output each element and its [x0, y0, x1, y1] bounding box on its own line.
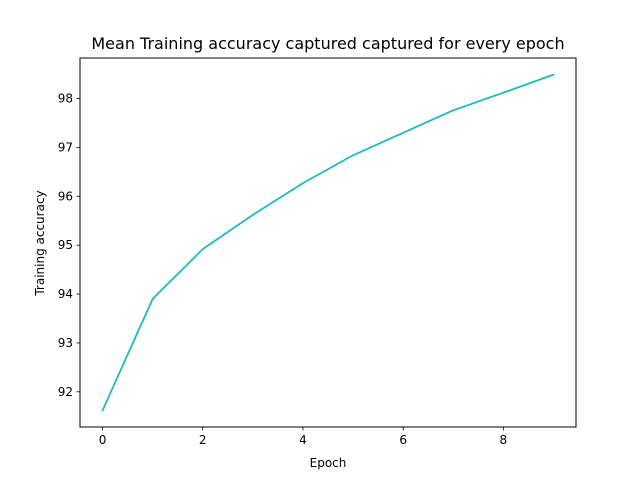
y-tick-label: 97 [58, 140, 73, 154]
x-tick-label: 6 [399, 433, 407, 447]
series-line-2 [101, 73, 555, 412]
y-tick-label: 92 [58, 385, 73, 399]
y-tick-label: 96 [58, 189, 73, 203]
x-axis-label: Epoch [310, 456, 347, 470]
y-tick-label: 93 [58, 336, 73, 350]
chart-title: Mean Training accuracy captured captured… [91, 34, 564, 53]
plot-frame [79, 57, 577, 428]
y-axis-ticks: 92 93 94 95 96 97 98 [58, 92, 80, 399]
x-axis-ticks: 0 2 4 6 8 [99, 427, 507, 447]
y-tick-label: 94 [58, 287, 73, 301]
x-tick-label: 0 [99, 433, 107, 447]
series-line-1 [101, 73, 555, 412]
series-line-3 [101, 73, 555, 412]
plot-lines [101, 73, 555, 412]
y-tick-label: 95 [58, 238, 73, 252]
y-tick-label: 98 [58, 92, 73, 106]
x-tick-label: 2 [199, 433, 207, 447]
y-axis-label: Training accuracy [33, 190, 47, 296]
x-tick-label: 8 [500, 433, 508, 447]
x-tick-label: 4 [299, 433, 307, 447]
